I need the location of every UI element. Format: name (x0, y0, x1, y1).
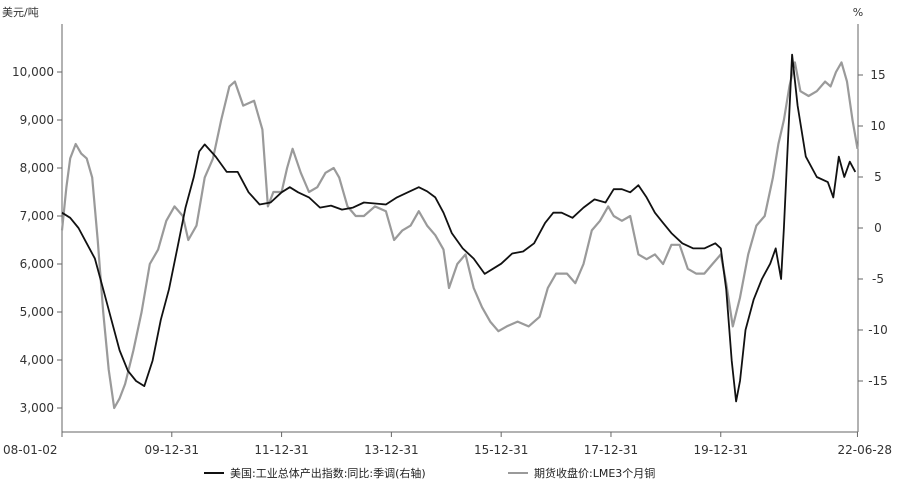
x-tick-label: 15-12-31 (474, 443, 528, 457)
left-tick-label: 7,000 (20, 209, 54, 223)
left-tick-label: 5,000 (20, 305, 54, 319)
series-line-lme-copper (60, 61, 859, 410)
x-tick-label: 13-12-31 (364, 443, 418, 457)
series-line-us-industrial-output (61, 53, 857, 403)
right-axis-unit: % (853, 6, 863, 19)
left-axis-ticks: 3,000 4,000 5,000 6,000 7,000 8,000 9,000 10,00… (12, 65, 62, 415)
x-tick-label: 09-12-31 (145, 443, 199, 457)
x-tick-label: 19-12-31 (694, 443, 748, 457)
x-tick-label: 08-01-02 (3, 443, 57, 457)
legend-label-copper: 期货收盘价:LME3个月铜 (534, 466, 655, 480)
right-tick-label: -10 (868, 323, 888, 337)
left-tick-label: 4,000 (20, 353, 54, 367)
right-tick-label: -15 (868, 374, 888, 388)
legend: 美国:工业总体产出指数:同比:季调(右轴) 期货收盘价:LME3个月铜 (204, 466, 655, 480)
left-tick-label: 3,000 (20, 401, 54, 415)
right-tick-label: 5 (874, 170, 882, 184)
x-tick-label: 17-12-31 (584, 443, 638, 457)
left-axis-unit: 美元/吨 (2, 6, 39, 19)
left-tick-label: 8,000 (20, 161, 54, 175)
x-tick-label: 22-06-28 (838, 443, 892, 457)
left-tick-label: 9,000 (20, 113, 54, 127)
legend-label-industrial: 美国:工业总体产出指数:同比:季调(右轴) (230, 466, 426, 480)
right-axis-ticks: -15 -10 -5 0 5 10 15 (858, 68, 888, 388)
right-tick-label: 15 (870, 68, 885, 82)
right-tick-label: 10 (870, 119, 885, 133)
left-tick-label: 6,000 (20, 257, 54, 271)
x-axis-ticks: 08-01-02 09-12-31 11-12-31 13-12-31 15-12-31… (3, 432, 892, 457)
right-tick-label: 0 (874, 221, 882, 235)
series-layer (60, 53, 859, 410)
x-tick-label: 11-12-31 (254, 443, 308, 457)
right-tick-label: -5 (872, 272, 884, 286)
left-tick-label: 10,000 (12, 65, 54, 79)
